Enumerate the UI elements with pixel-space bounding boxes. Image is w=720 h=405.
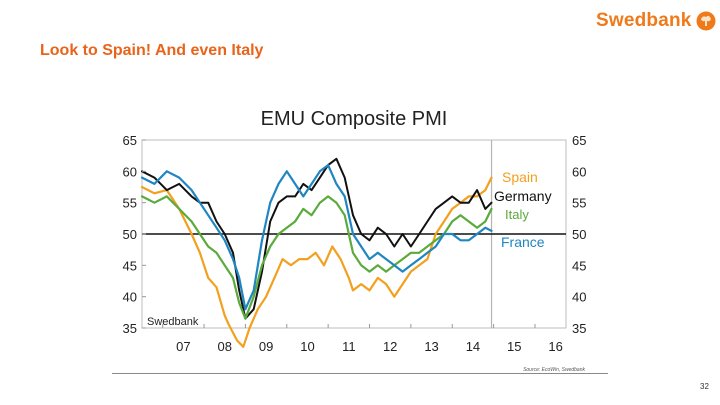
y-tick-label-right: 40 bbox=[572, 290, 586, 305]
x-tick-label: 12 bbox=[383, 339, 397, 354]
y-tick-label-right: 50 bbox=[572, 227, 586, 242]
y-tick-label-left: 50 bbox=[123, 227, 137, 242]
slide-title: Look to Spain! And even Italy bbox=[40, 42, 264, 59]
y-tick-label-right: 45 bbox=[572, 258, 586, 273]
x-tick-label: 07 bbox=[176, 339, 190, 354]
y-tick-label-left: 55 bbox=[123, 196, 137, 211]
x-tick-label: 14 bbox=[466, 339, 480, 354]
chart-title: EMU Composite PMI bbox=[261, 108, 448, 130]
legend-label-germany: Germany bbox=[494, 188, 552, 204]
series-line-france bbox=[140, 164, 493, 311]
x-tick-label: 11 bbox=[342, 339, 356, 354]
y-tick-label-right: 55 bbox=[572, 196, 586, 211]
x-tick-label: 08 bbox=[217, 339, 231, 354]
series-line-italy bbox=[140, 195, 493, 320]
x-tick-label: 16 bbox=[548, 339, 562, 354]
legend-label-france: France bbox=[501, 234, 545, 250]
y-tick-label-left: 45 bbox=[123, 258, 137, 273]
y-tick-label-right: 35 bbox=[572, 321, 586, 336]
x-tick-label: 13 bbox=[424, 339, 438, 354]
chart-source: Source: EcoWin, Swedbank bbox=[523, 367, 585, 373]
page-number: 32 bbox=[700, 382, 709, 391]
oak-tree-logo-icon bbox=[696, 11, 716, 31]
chart-watermark: Swedbank bbox=[147, 316, 199, 328]
x-tick-label: 15 bbox=[507, 339, 521, 354]
y-tick-label-left: 40 bbox=[123, 290, 137, 305]
y-tick-label-left: 35 bbox=[123, 321, 137, 336]
y-tick-label-right: 65 bbox=[572, 133, 586, 148]
legend-label-italy: Italy bbox=[505, 207, 529, 222]
legend-label-spain: Spain bbox=[502, 169, 538, 185]
y-tick-label-right: 60 bbox=[572, 164, 586, 179]
brand-name: Swedbank bbox=[596, 10, 692, 31]
x-tick-label: 10 bbox=[300, 339, 314, 354]
x-tick-label: 09 bbox=[259, 339, 273, 354]
series-line-spain bbox=[140, 176, 493, 348]
footer-divider bbox=[112, 373, 608, 374]
y-tick-label-left: 65 bbox=[123, 133, 137, 148]
brand: Swedbank bbox=[596, 10, 716, 32]
series-line-germany bbox=[141, 157, 493, 320]
y-tick-label-left: 60 bbox=[123, 164, 137, 179]
